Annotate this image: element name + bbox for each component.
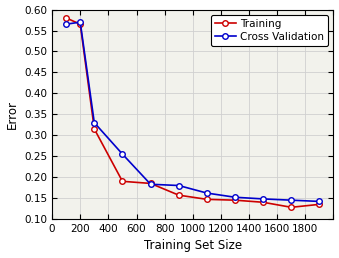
Training bbox=[233, 199, 237, 202]
Cross Validation bbox=[120, 152, 124, 156]
Legend: Training, Cross Validation: Training, Cross Validation bbox=[211, 15, 328, 46]
Cross Validation bbox=[78, 21, 82, 24]
Cross Validation bbox=[289, 199, 293, 202]
Training bbox=[148, 182, 153, 185]
Cross Validation bbox=[233, 196, 237, 199]
Cross Validation bbox=[205, 191, 209, 195]
Cross Validation bbox=[261, 197, 265, 200]
Training bbox=[261, 201, 265, 204]
Training bbox=[289, 206, 293, 209]
Training bbox=[177, 194, 181, 197]
Cross Validation bbox=[177, 184, 181, 187]
Cross Validation bbox=[148, 183, 153, 186]
Training bbox=[64, 17, 68, 20]
Y-axis label: Error: Error bbox=[5, 100, 19, 129]
Line: Training: Training bbox=[63, 15, 322, 210]
Cross Validation bbox=[92, 121, 96, 124]
Training bbox=[120, 180, 124, 183]
Cross Validation bbox=[64, 23, 68, 26]
Training bbox=[317, 203, 321, 206]
Training bbox=[92, 127, 96, 131]
Training bbox=[78, 23, 82, 26]
Training bbox=[205, 198, 209, 201]
Line: Cross Validation: Cross Validation bbox=[63, 19, 322, 204]
Cross Validation bbox=[317, 200, 321, 203]
X-axis label: Training Set Size: Training Set Size bbox=[144, 239, 242, 252]
